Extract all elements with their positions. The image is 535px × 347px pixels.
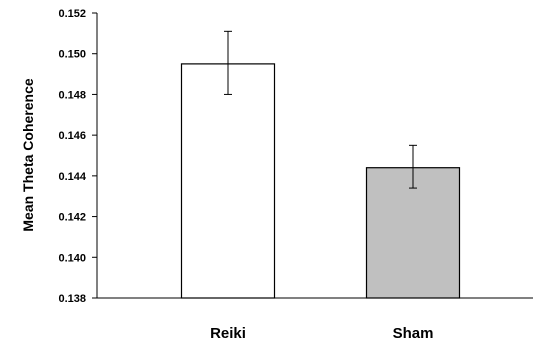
y-tick-label: 0.146 — [58, 130, 86, 142]
y-tick-label: 0.152 — [58, 8, 86, 20]
bar-reiki — [180, 63, 276, 299]
x-tick-label: Reiki — [210, 325, 246, 342]
x-tick-label: Sham — [393, 325, 434, 342]
axes — [96, 13, 533, 299]
x-tick-labels: Reiki Sham — [210, 325, 433, 342]
y-tick-label: 0.140 — [58, 252, 86, 264]
y-tick-label: 0.144 — [58, 171, 86, 183]
bars — [180, 63, 461, 299]
y-tick-label: 0.142 — [58, 212, 86, 224]
y-axis-title: Mean Theta Coherence — [20, 78, 36, 231]
y-tick-label: 0.148 — [58, 89, 86, 101]
y-ticks: 0.138 0.140 0.142 0.144 0.146 0.148 0.150 0.152 — [58, 8, 97, 305]
y-tick-label: 0.150 — [58, 49, 86, 61]
y-tick-label: 0.138 — [58, 293, 86, 305]
error-bars — [224, 30, 417, 189]
